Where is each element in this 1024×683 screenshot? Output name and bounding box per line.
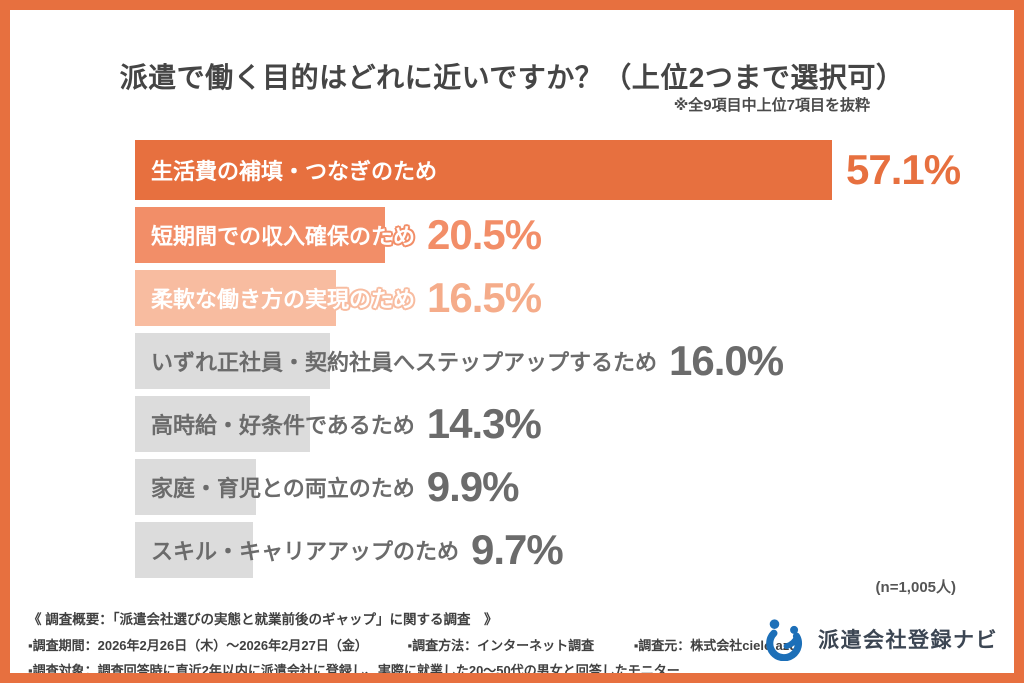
bar-row: 柔軟な働き方の実現のため 16.5% xyxy=(135,270,1014,326)
bar-row: いずれ正社員・契約社員へステップアップするため 16.0% xyxy=(135,333,1014,389)
bar-label: 生活費の補填・つなぎのため xyxy=(151,159,438,184)
survey-detail-item: ▪調査対象：調査回答時に直近2年以内に派遣会社に登録し、実際に就業した20〜50… xyxy=(28,663,680,678)
bar-chart: 生活費の補填・つなぎのため 57.1% 短期間での収入確保のため 20.5% 柔… xyxy=(135,140,1014,585)
bar-value: 16.0% xyxy=(669,337,784,384)
bar-fill xyxy=(135,333,331,389)
bar-row: 短期間での収入確保のため 20.5% xyxy=(135,207,1014,263)
survey-detail-item: ▪調査方法：インターネット調査 xyxy=(407,638,595,653)
bar-value: 14.3% xyxy=(426,400,542,447)
bar-row: 高時給・好条件であるため 14.3% xyxy=(135,396,1014,452)
bar-fill xyxy=(135,270,337,326)
bar-fill xyxy=(135,459,256,515)
survey-summary: 《 調査概要：「派遣会社選びの実態と就業前後のギャップ」に関する調査 》 ▪調査… xyxy=(28,608,828,678)
brand-logo-text: 派遣会社登録ナビ xyxy=(818,629,998,652)
bar-row: スキル・キャリアアップのため 9.7% xyxy=(135,522,1014,578)
bar-fill xyxy=(135,207,386,263)
bar-label: 柔軟な働き方の実現のため xyxy=(151,287,416,312)
bar-fill xyxy=(135,140,832,200)
survey-overview: 《 調査概要：「派遣会社選びの実態と就業前後のギャップ」に関する調査 》 xyxy=(28,612,498,627)
bar-row: 生活費の補填・つなぎのため 57.1% xyxy=(135,140,1014,200)
bar-fill xyxy=(135,396,310,452)
chart-note: ※全9項目中上位7項目を抜粋 xyxy=(673,97,870,114)
survey-detail-item: ▪調査元：株式会社cielo azul xyxy=(633,638,801,653)
haken-navi-logo-icon xyxy=(762,617,808,661)
chart-title: 派遣で働く目的はどれに近いですか？（上位2つまで選択可） xyxy=(119,62,905,93)
survey-detail-item: ▪調査期間：2026年2月26日（木）〜2026年2月27日（金） xyxy=(28,638,368,653)
bar-fill xyxy=(135,522,254,578)
bar-label: いずれ正社員・契約社員へステップアップするため xyxy=(151,350,658,375)
bar-row: 家庭・育児との両立のため 9.9% xyxy=(135,459,1014,515)
bar-label: 短期間での収入確保のため xyxy=(151,224,416,249)
bar-label: 家庭・育児との両立のため xyxy=(151,476,415,501)
bar-value: 9.7% xyxy=(471,526,564,573)
bar-value: 16.5% xyxy=(427,274,542,321)
bar-label: 高時給・好条件であるため xyxy=(151,413,415,438)
bar-label: スキル・キャリアアップのため xyxy=(151,539,460,564)
brand-logo: 派遣会社登録ナビ xyxy=(762,617,998,661)
sample-size-note: (n=1,005人) xyxy=(875,579,956,596)
survey-detail-line: ▪調査期間：2026年2月26日（木）〜2026年2月27日（金） ▪調査方法：… xyxy=(28,635,828,654)
bar-value: 9.9% xyxy=(426,463,520,510)
survey-detail-line: ▪調査対象：調査回答時に直近2年以内に派遣会社に登録し、実際に就業した20〜50… xyxy=(28,660,828,678)
bar-value: 57.1% xyxy=(846,146,961,193)
bar-value: 20.5% xyxy=(427,211,542,258)
